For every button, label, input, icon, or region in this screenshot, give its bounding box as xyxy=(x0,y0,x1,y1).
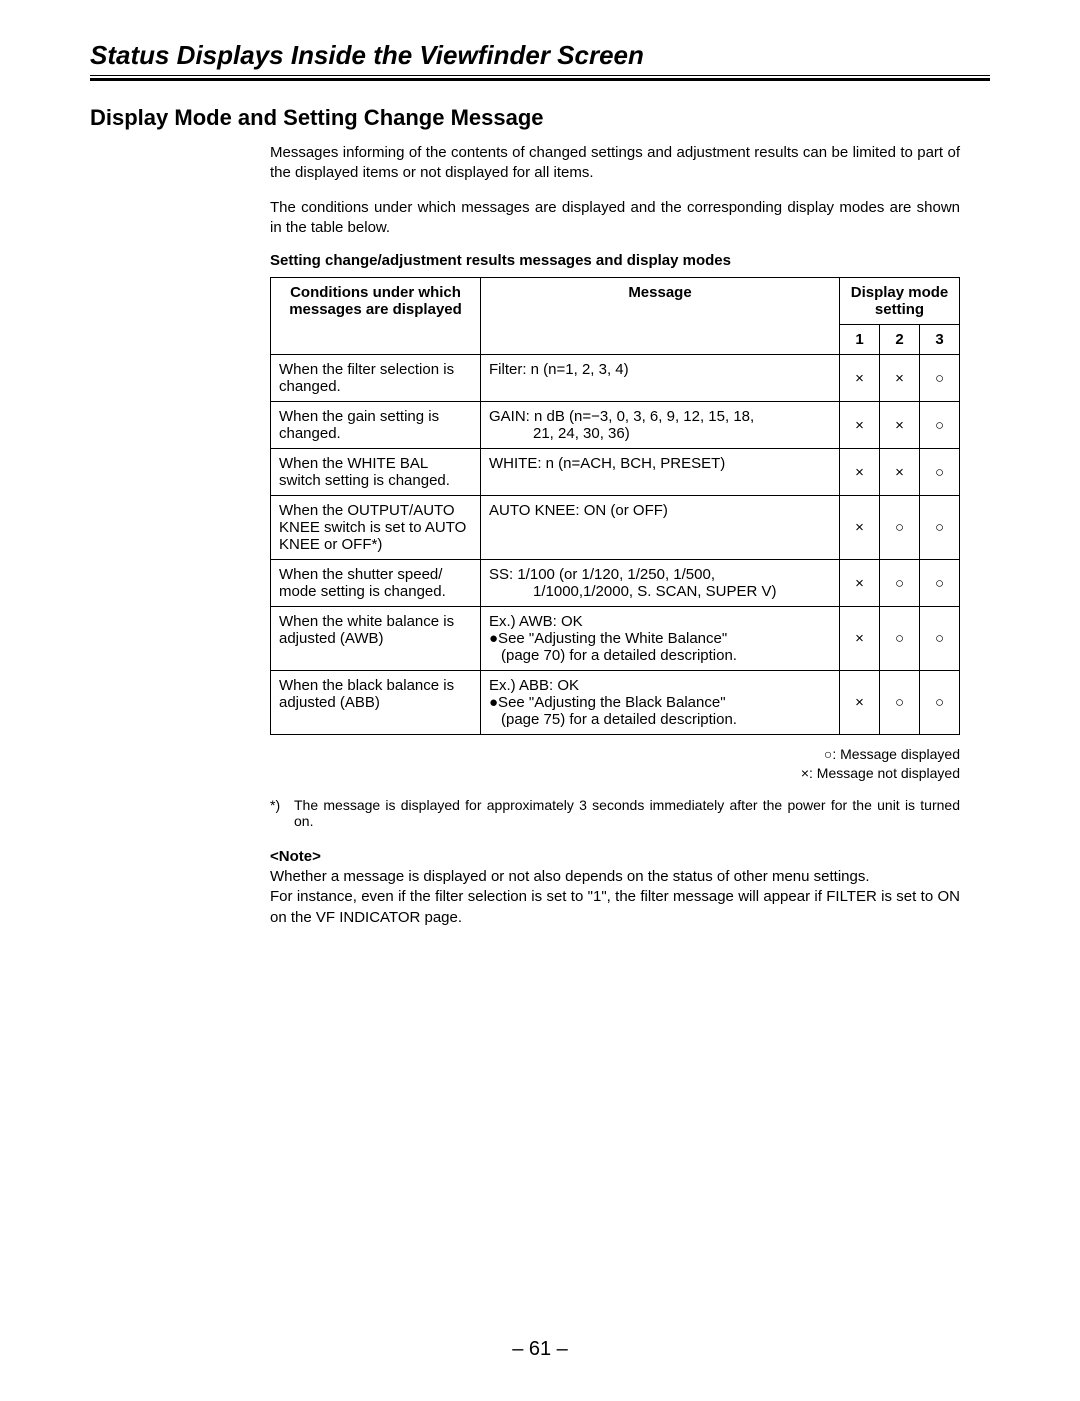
cell-condition: When the gain setting is changed. xyxy=(271,402,481,449)
cell-mode-3: ○ xyxy=(920,355,960,402)
header-mode-1: 1 xyxy=(840,325,880,355)
table-row: When the gain setting is changed. GAIN: … xyxy=(271,402,960,449)
cell-condition: When the WHITE BAL switch setting is cha… xyxy=(271,449,481,496)
table-row: When the black balance is adjusted (ABB)… xyxy=(271,671,960,735)
section-title: Display Mode and Setting Change Message xyxy=(90,105,990,131)
header-display-mode: Display mode setting xyxy=(840,278,960,325)
msg-line: Filter: n (n=1, 2, 3, 4) xyxy=(489,361,831,378)
page-title: Status Displays Inside the Viewfinder Sc… xyxy=(90,40,990,76)
msg-bullet: ●See "Adjusting the White Balance" xyxy=(489,630,831,647)
msg-line: GAIN: n dB (n=−3, 0, 3, 6, 9, 12, 15, 18… xyxy=(489,408,831,425)
cell-mode-2: ○ xyxy=(880,607,920,671)
table-row: When the shutter speed/ mode setting is … xyxy=(271,560,960,607)
cell-message: Filter: n (n=1, 2, 3, 4) xyxy=(481,355,840,402)
cell-mode-1: × xyxy=(840,402,880,449)
cell-message: Ex.) ABB: OK ●See "Adjusting the Black B… xyxy=(481,671,840,735)
cell-message: WHITE: n (n=ACH, BCH, PRESET) xyxy=(481,449,840,496)
cell-message: AUTO KNEE: ON (or OFF) xyxy=(481,496,840,560)
cell-mode-1: × xyxy=(840,607,880,671)
cell-mode-2: ○ xyxy=(880,560,920,607)
msg-line: 1/1000,1/2000, S. SCAN, SUPER V) xyxy=(489,583,831,600)
msg-bullet: (page 75) for a detailed description. xyxy=(489,711,831,728)
table-row: When the WHITE BAL switch setting is cha… xyxy=(271,449,960,496)
cell-mode-1: × xyxy=(840,449,880,496)
cell-condition: When the OUTPUT/AUTO KNEE switch is set … xyxy=(271,496,481,560)
intro-paragraph-2: The conditions under which messages are … xyxy=(270,198,960,239)
page-number: – 61 – xyxy=(0,1338,1080,1361)
note-paragraph-2: For instance, even if the filter selecti… xyxy=(270,888,960,925)
table-heading: Setting change/adjustment results messag… xyxy=(270,252,960,269)
note-block: <Note> Whether a message is displayed or… xyxy=(270,847,960,928)
msg-line: Ex.) ABB: OK xyxy=(489,677,831,694)
cell-message: GAIN: n dB (n=−3, 0, 3, 6, 9, 12, 15, 18… xyxy=(481,402,840,449)
footnote-marker: *) xyxy=(270,797,294,829)
msg-line: 21, 24, 30, 36) xyxy=(489,425,831,442)
header-conditions: Conditions under which messages are disp… xyxy=(271,278,481,355)
cell-condition: When the filter selection is changed. xyxy=(271,355,481,402)
msg-line: SS: 1/100 (or 1/120, 1/250, 1/500, xyxy=(489,566,831,583)
cell-mode-1: × xyxy=(840,671,880,735)
cell-condition: When the shutter speed/ mode setting is … xyxy=(271,560,481,607)
cell-mode-3: ○ xyxy=(920,496,960,560)
footnote: *) The message is displayed for approxim… xyxy=(270,797,960,829)
header-mode-3: 3 xyxy=(920,325,960,355)
footnote-text: The message is displayed for approximate… xyxy=(294,797,960,829)
legend: ○: Message displayed ×: Message not disp… xyxy=(270,745,960,783)
header-message: Message xyxy=(481,278,840,355)
msg-line: WHITE: n (n=ACH, BCH, PRESET) xyxy=(489,455,831,472)
cell-mode-2: × xyxy=(880,402,920,449)
cell-mode-3: ○ xyxy=(920,560,960,607)
note-paragraph-1: Whether a message is displayed or not al… xyxy=(270,868,870,885)
cell-mode-2: ○ xyxy=(880,671,920,735)
header-mode-2: 2 xyxy=(880,325,920,355)
cell-mode-3: ○ xyxy=(920,671,960,735)
msg-bullet: (page 70) for a detailed description. xyxy=(489,647,831,664)
cell-mode-2: ○ xyxy=(880,496,920,560)
msg-line: Ex.) AWB: OK xyxy=(489,613,831,630)
table-row: When the white balance is adjusted (AWB)… xyxy=(271,607,960,671)
cell-mode-3: ○ xyxy=(920,607,960,671)
table-row: When the filter selection is changed. Fi… xyxy=(271,355,960,402)
msg-bullet: ●See "Adjusting the Black Balance" xyxy=(489,694,831,711)
cell-mode-1: × xyxy=(840,355,880,402)
cell-message: Ex.) AWB: OK ●See "Adjusting the White B… xyxy=(481,607,840,671)
cell-condition: When the white balance is adjusted (AWB) xyxy=(271,607,481,671)
cell-mode-2: × xyxy=(880,449,920,496)
legend-displayed: ○: Message displayed xyxy=(824,746,960,762)
cell-mode-3: ○ xyxy=(920,402,960,449)
cell-mode-3: ○ xyxy=(920,449,960,496)
table-header-row: Conditions under which messages are disp… xyxy=(271,278,960,325)
cell-mode-1: × xyxy=(840,560,880,607)
msg-line: AUTO KNEE: ON (or OFF) xyxy=(489,502,831,519)
cell-message: SS: 1/100 (or 1/120, 1/250, 1/500, 1/100… xyxy=(481,560,840,607)
cell-condition: When the black balance is adjusted (ABB) xyxy=(271,671,481,735)
content-block: Messages informing of the contents of ch… xyxy=(270,143,960,928)
display-mode-table: Conditions under which messages are disp… xyxy=(270,277,960,735)
legend-not-displayed: ×: Message not displayed xyxy=(801,765,960,781)
intro-paragraph-1: Messages informing of the contents of ch… xyxy=(270,143,960,184)
cell-mode-2: × xyxy=(880,355,920,402)
cell-mode-1: × xyxy=(840,496,880,560)
table-row: When the OUTPUT/AUTO KNEE switch is set … xyxy=(271,496,960,560)
note-label: <Note> xyxy=(270,848,321,865)
title-underline xyxy=(90,78,990,81)
